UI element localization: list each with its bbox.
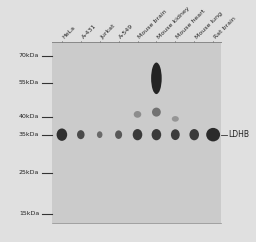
Bar xyxy=(52,42,221,223)
Ellipse shape xyxy=(152,129,161,140)
Ellipse shape xyxy=(133,129,142,140)
Text: 15kDa: 15kDa xyxy=(19,211,39,216)
Ellipse shape xyxy=(189,129,199,140)
Ellipse shape xyxy=(57,129,67,141)
Text: 55kDa: 55kDa xyxy=(19,80,39,85)
Ellipse shape xyxy=(152,108,161,117)
Ellipse shape xyxy=(77,130,84,139)
Text: Mouse lung: Mouse lung xyxy=(194,11,223,40)
Text: 40kDa: 40kDa xyxy=(19,114,39,119)
Ellipse shape xyxy=(206,128,220,141)
Text: 35kDa: 35kDa xyxy=(19,132,39,137)
Ellipse shape xyxy=(97,131,102,138)
Text: Rat brain: Rat brain xyxy=(213,16,237,40)
Text: A-549: A-549 xyxy=(119,23,135,40)
Ellipse shape xyxy=(115,130,122,139)
Text: LDHB: LDHB xyxy=(228,130,249,139)
Text: HeLa: HeLa xyxy=(62,25,77,40)
Text: Mouse kidney: Mouse kidney xyxy=(156,6,191,40)
Text: A-431: A-431 xyxy=(81,23,97,40)
Text: 25kDa: 25kDa xyxy=(19,170,39,175)
Ellipse shape xyxy=(171,129,180,140)
Ellipse shape xyxy=(172,116,179,122)
Ellipse shape xyxy=(151,62,162,94)
Text: Jurkat: Jurkat xyxy=(100,23,116,40)
Text: 70kDa: 70kDa xyxy=(19,53,39,58)
Text: Mouse brain: Mouse brain xyxy=(137,9,168,40)
Text: Mouse heart: Mouse heart xyxy=(175,9,207,40)
Ellipse shape xyxy=(134,111,141,118)
